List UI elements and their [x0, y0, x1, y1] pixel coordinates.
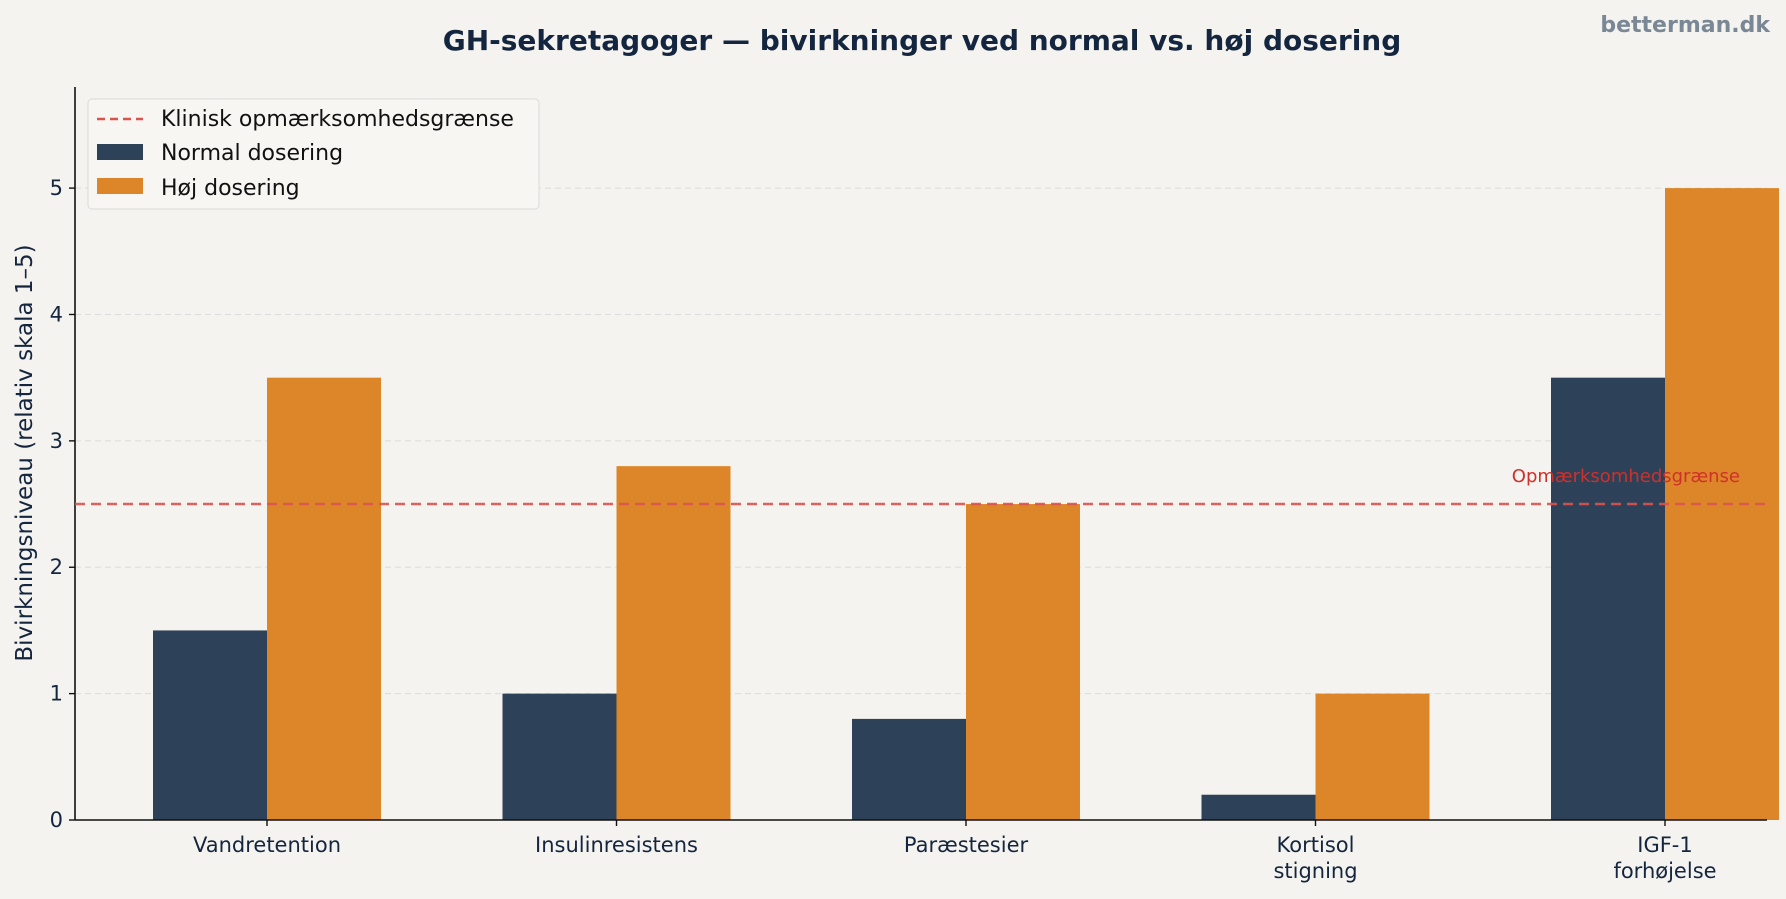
y-tick-label: 0	[50, 808, 63, 832]
legend-threshold-label: Klinisk opmærksomhedsgrænse	[161, 107, 514, 132]
bar-normal	[1201, 794, 1316, 820]
x-tick-label: stigning	[1273, 859, 1357, 883]
legend-high-label: Høj dosering	[161, 176, 300, 201]
y-tick-label: 3	[50, 429, 63, 453]
legend-normal-label: Normal dosering	[161, 141, 343, 166]
bars	[153, 188, 1779, 820]
legend-high-swatch	[97, 178, 143, 194]
bar-normal	[502, 693, 617, 820]
legend: Klinisk opmærksomhedsgrænse Normal doser…	[87, 98, 540, 210]
y-tick-label: 2	[50, 555, 63, 579]
axes	[74, 87, 1767, 821]
x-tick-label: Paræstesier	[904, 833, 1029, 857]
y-tick-label: 5	[50, 176, 63, 200]
bar-high	[966, 504, 1080, 820]
y-ticks: 0 1 2 3 4 5	[50, 176, 75, 832]
x-tick-label: Vandretention	[193, 833, 341, 857]
x-ticks: Vandretention Insulinresistens Paræstesier…	[193, 820, 1717, 883]
bar-normal	[1551, 377, 1665, 820]
bar-high	[616, 466, 731, 820]
x-tick-label: IGF-1	[1637, 833, 1692, 857]
bar-high	[267, 377, 381, 820]
legend-box	[87, 98, 540, 210]
chart-title: GH-sekretagoger — bivirkninger ved norma…	[443, 24, 1402, 57]
x-tick-label: Kortisol	[1277, 833, 1355, 857]
y-tick-label: 1	[50, 682, 63, 706]
x-tick-label: forhøjelse	[1613, 859, 1716, 883]
legend-normal-swatch	[97, 144, 143, 160]
threshold-annotation: Opmærksomhedsgrænse	[1512, 466, 1740, 487]
y-axis-label: Bivirkningsniveau (relativ skala 1–5)	[12, 244, 38, 661]
bar-normal	[153, 630, 267, 820]
y-tick-label: 4	[50, 302, 63, 326]
bar-normal	[852, 718, 966, 820]
watermark: betterman.dk	[1600, 13, 1771, 38]
x-tick-label: Insulinresistens	[535, 833, 698, 857]
bar-high	[1315, 693, 1430, 820]
